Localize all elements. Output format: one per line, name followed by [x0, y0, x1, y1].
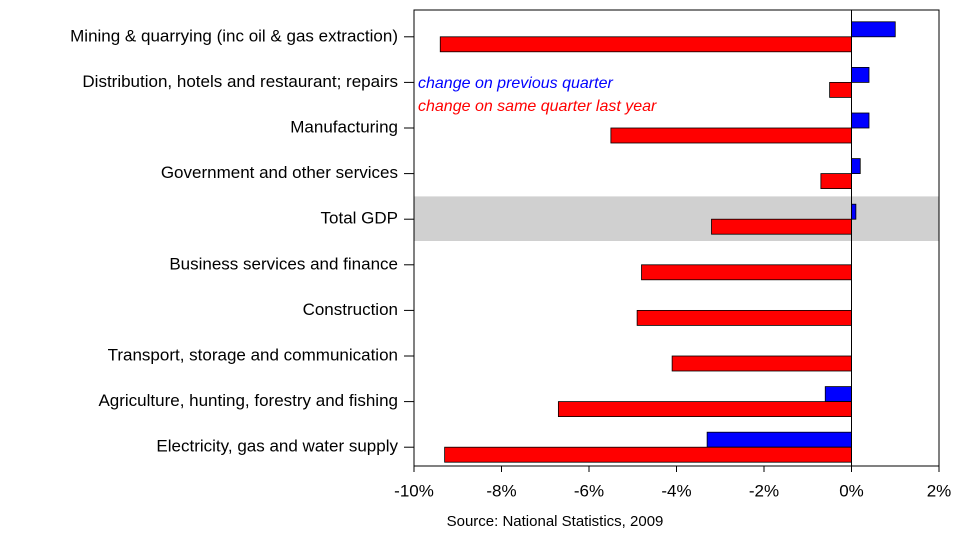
- bar: [641, 264, 852, 281]
- x-tick-label: -6%: [574, 481, 604, 500]
- highlight-band: [414, 196, 939, 241]
- bar: [711, 218, 852, 235]
- y-tick-label: Mining & quarrying (inc oil & gas extrac…: [70, 26, 398, 45]
- bar: [444, 446, 852, 463]
- bar: [851, 203, 857, 220]
- bar: [851, 112, 870, 129]
- y-tick-label: Construction: [303, 300, 398, 319]
- bar: [851, 21, 896, 38]
- y-tick-label: Total GDP: [321, 209, 398, 228]
- y-tick-label: Transport, storage and communication: [108, 345, 398, 364]
- bar: [820, 173, 852, 190]
- legend-entry: change on previous quarter: [418, 75, 613, 92]
- bar: [829, 82, 852, 98]
- bar: [706, 431, 852, 448]
- bar: [636, 309, 852, 326]
- y-tick-label: Business services and finance: [169, 254, 398, 273]
- bar: [851, 158, 861, 175]
- x-tick-label: -8%: [486, 481, 516, 500]
- x-tick-label: -2%: [749, 481, 779, 500]
- bar: [851, 67, 870, 83]
- bar: [824, 386, 852, 403]
- x-tick-label: 0%: [839, 481, 864, 500]
- bar: [671, 355, 852, 372]
- y-tick-label: Distribution, hotels and restaurant; rep…: [82, 72, 398, 91]
- x-tick-label: 2%: [927, 481, 952, 500]
- bar: [557, 401, 852, 418]
- y-tick-label: Agriculture, hunting, forestry and fishi…: [98, 391, 398, 410]
- y-tick-label: Manufacturing: [290, 117, 398, 136]
- legend-entry: change on same quarter last year: [418, 98, 657, 115]
- bar: [610, 127, 852, 144]
- plot-frame: [413, 9, 940, 467]
- source: Source: National Statistics, 2009: [447, 513, 664, 530]
- bar: [439, 36, 852, 53]
- y-tick-label: Government and other services: [161, 163, 398, 182]
- x-tick-label: -10%: [394, 481, 434, 500]
- y-tick-label: Electricity, gas and water supply: [156, 437, 398, 456]
- x-tick-label: -4%: [661, 481, 691, 500]
